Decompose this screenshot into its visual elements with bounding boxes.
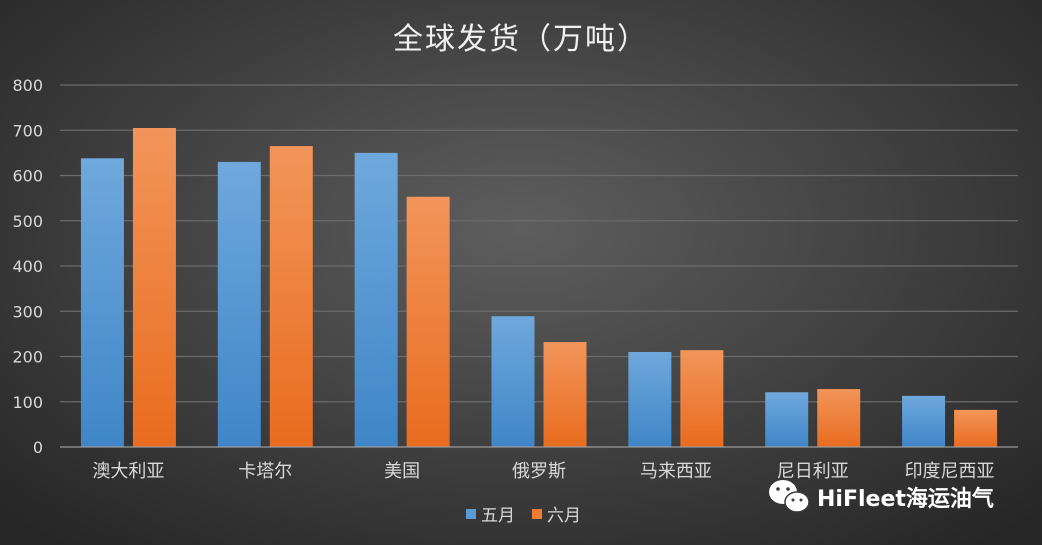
x-axis-category-labels: 澳大利亚 卡塔尔 美国 俄罗斯 马来西亚 尼日利亚 印度尼西亚 (92, 461, 994, 482)
y-tick-label: 200 (12, 348, 43, 367)
legend-label-june: 六月 (547, 506, 581, 526)
x-category-label: 印度尼西亚 (905, 461, 995, 482)
legend: 五月 六月 (466, 506, 581, 526)
x-category-label: 美国 (384, 461, 420, 482)
legend-item-june: 六月 (532, 506, 581, 526)
wechat-icon (769, 480, 810, 513)
chart-title: 全球发货（万吨） (393, 22, 649, 57)
gridlines (60, 84, 1018, 403)
bar-june (817, 389, 861, 447)
y-tick-label: 700 (12, 121, 43, 140)
bar-may (902, 395, 946, 447)
x-category-label: 马来西亚 (640, 461, 712, 482)
bar-may (628, 351, 672, 447)
y-tick-label: 400 (12, 257, 43, 276)
x-category-label: 卡塔尔 (238, 461, 292, 482)
bar-may (80, 158, 124, 447)
x-category-label: 澳大利亚 (92, 461, 164, 482)
legend-item-may: 五月 (466, 506, 515, 526)
bar-may (491, 316, 535, 447)
y-tick-label: 300 (12, 302, 43, 321)
legend-label-may: 五月 (481, 506, 515, 526)
y-tick-label: 0 (33, 438, 43, 457)
y-axis-tick-labels: 0 100 200 300 400 500 600 700 800 (12, 76, 43, 457)
y-tick-label: 800 (12, 76, 43, 95)
x-category-label: 俄罗斯 (512, 461, 566, 482)
bar-june (132, 127, 176, 448)
bar-june (954, 409, 998, 447)
bar-may (354, 152, 398, 447)
watermark: HiFleet海运油气 (769, 480, 994, 513)
y-tick-label: 500 (12, 212, 43, 231)
bar-june (269, 146, 313, 447)
y-tick-label: 100 (12, 393, 43, 412)
bar-series (80, 127, 998, 448)
bar-may (217, 161, 261, 448)
bar-june (680, 350, 724, 447)
y-tick-label: 600 (12, 167, 43, 186)
legend-swatch-may (466, 509, 476, 519)
bar-june (406, 196, 450, 447)
x-category-label: 尼日利亚 (777, 461, 849, 482)
watermark-text: HiFleet海运油气 (817, 486, 994, 512)
bar-june (543, 342, 587, 447)
bar-may (765, 392, 809, 447)
legend-swatch-june (532, 509, 542, 519)
